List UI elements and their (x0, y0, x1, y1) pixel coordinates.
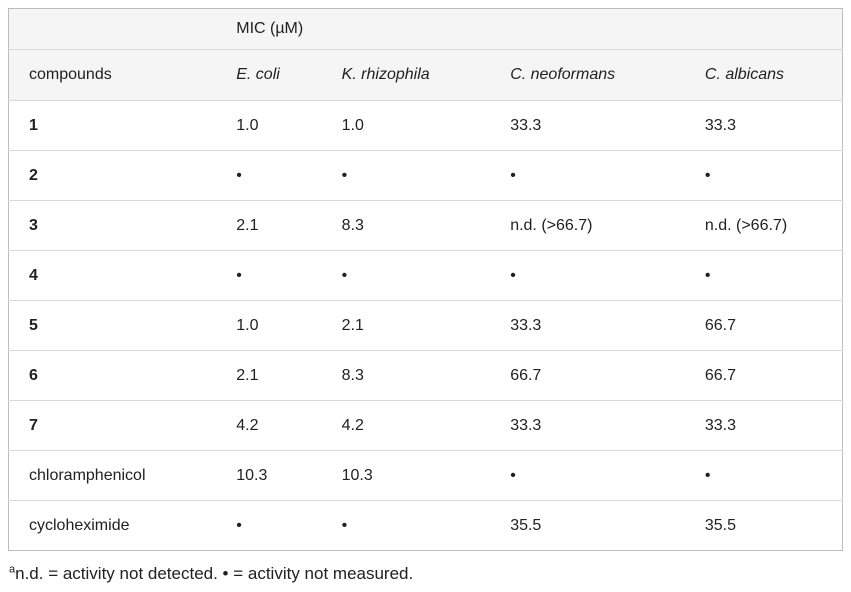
table-row: 4 • • • • (8, 250, 843, 301)
mic-value-cell: 2.1 (216, 350, 322, 401)
mic-value-cell: 2.1 (216, 200, 322, 251)
compound-name-cell: 2 (8, 150, 217, 201)
table-row: 3 2.1 8.3 n.d. (>66.7) n.d. (>66.7) (8, 200, 843, 251)
compound-name-cell: 5 (8, 300, 217, 351)
mic-value-cell: 8.3 (321, 200, 491, 251)
col-header-e-coli: E. coli (216, 49, 322, 101)
table-row: chloramphenicol 10.3 10.3 • • (8, 450, 843, 501)
col-header-c-albicans: C. albicans (684, 49, 843, 101)
mic-value-cell: n.d. (>66.7) (490, 200, 685, 251)
mic-value-cell: • (321, 250, 491, 301)
mic-value-cell: 1.0 (321, 100, 491, 151)
mic-value-cell: 1.0 (216, 100, 322, 151)
mic-value-cell: 66.7 (490, 350, 685, 401)
mic-value-cell: 1.0 (216, 300, 322, 351)
mic-value-cell: 10.3 (216, 450, 322, 501)
mic-value-cell: • (321, 150, 491, 201)
compound-name-cell: 7 (8, 400, 217, 451)
mic-value-cell: 4.2 (321, 400, 491, 451)
mic-value-cell: 33.3 (490, 300, 685, 351)
mic-value-cell: • (216, 500, 322, 551)
mic-value-cell: 35.5 (490, 500, 685, 551)
table-row: 5 1.0 2.1 33.3 66.7 (8, 300, 843, 351)
table-row: cycloheximide • • 35.5 35.5 (8, 500, 843, 551)
mic-value-cell: • (684, 450, 843, 501)
table-row: 1 1.0 1.0 33.3 33.3 (8, 100, 843, 151)
mic-value-cell: 2.1 (321, 300, 491, 351)
footnote-marker: a (9, 563, 16, 576)
mic-value-cell: • (321, 500, 491, 551)
mic-value-cell: 35.5 (684, 500, 843, 551)
mic-value-cell: • (684, 250, 843, 301)
compound-name-cell: chloramphenicol (8, 450, 217, 501)
compound-name-cell: cycloheximide (8, 500, 217, 551)
compound-name-cell: 4 (8, 250, 217, 301)
mic-value-cell: • (216, 150, 322, 201)
mic-unit-spanner-header: MIC (µM) (216, 8, 843, 50)
mic-value-cell: 33.3 (490, 400, 685, 451)
table-footnote: an.d. = activity not detected. • = activ… (8, 564, 843, 584)
table-row: 6 2.1 8.3 66.7 66.7 (8, 350, 843, 401)
compound-name-cell: 6 (8, 350, 217, 401)
mic-value-cell: 66.7 (684, 350, 843, 401)
mic-table: MIC (µM) compounds E. coli K. rhizophila… (8, 8, 843, 551)
mic-value-cell: n.d. (>66.7) (684, 200, 843, 251)
column-header-row: compounds E. coli K. rhizophila C. neofo… (8, 49, 843, 101)
col-header-k-rhizophila: K. rhizophila (321, 49, 491, 101)
col-header-compounds: compounds (8, 49, 217, 101)
mic-value-cell: • (216, 250, 322, 301)
compound-name-cell: 3 (8, 200, 217, 251)
mic-value-cell: 66.7 (684, 300, 843, 351)
col-header-c-neoformans: C. neoformans (490, 49, 685, 101)
mic-value-cell: 33.3 (684, 100, 843, 151)
mic-value-cell: • (490, 250, 685, 301)
mic-value-cell: 10.3 (321, 450, 491, 501)
table-row: 2 • • • • (8, 150, 843, 201)
spanner-header-row: MIC (µM) (8, 8, 843, 50)
mic-value-cell: • (490, 150, 685, 201)
footnote-text: n.d. = activity not detected. • = activi… (15, 564, 414, 583)
table-row: 7 4.2 4.2 33.3 33.3 (8, 400, 843, 451)
mic-value-cell: 33.3 (490, 100, 685, 151)
spanner-empty-cell (8, 8, 217, 50)
compound-name-cell: 1 (8, 100, 217, 151)
mic-value-cell: 4.2 (216, 400, 322, 451)
mic-value-cell: • (684, 150, 843, 201)
mic-value-cell: • (490, 450, 685, 501)
mic-value-cell: 8.3 (321, 350, 491, 401)
mic-value-cell: 33.3 (684, 400, 843, 451)
